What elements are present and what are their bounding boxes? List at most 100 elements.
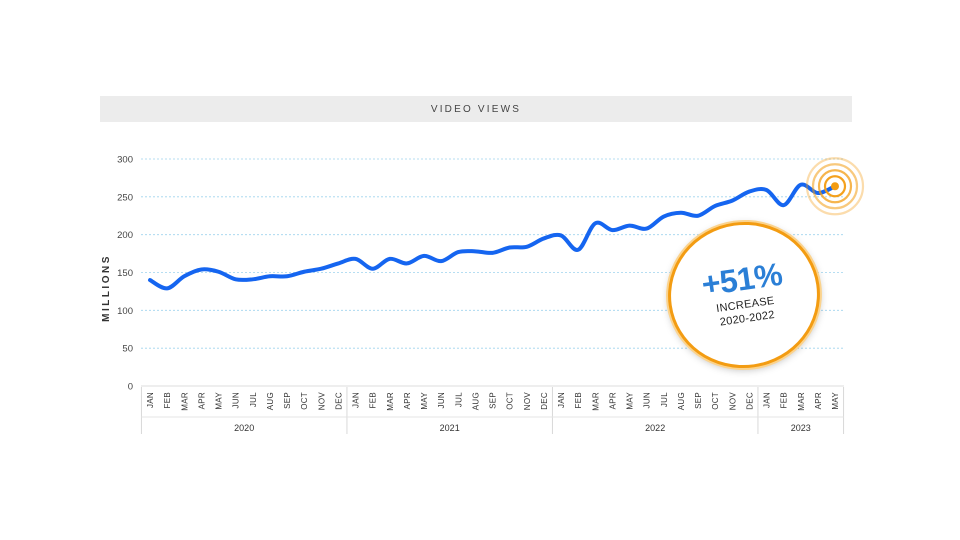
- data-point: [559, 233, 563, 237]
- x-tick-label: JUN: [437, 392, 446, 408]
- x-tick-label: APR: [403, 392, 412, 409]
- x-tick-label: NOV: [728, 392, 737, 411]
- x-tick-label: MAR: [797, 392, 806, 411]
- x-tick-label: MAR: [591, 392, 600, 411]
- data-point: [713, 204, 717, 208]
- data-point: [645, 227, 649, 231]
- y-tick-label: 300: [117, 155, 133, 166]
- data-point: [319, 267, 323, 271]
- x-tick-label: MAY: [420, 392, 429, 410]
- data-point: [405, 261, 409, 265]
- data-point: [165, 286, 169, 290]
- data-point: [747, 190, 751, 194]
- year-label: 2021: [440, 423, 460, 433]
- data-point: [268, 274, 272, 278]
- x-tick-label: JAN: [352, 392, 361, 408]
- chart-title-bar: VIDEO VIEWS: [100, 96, 852, 122]
- data-point: [388, 257, 392, 261]
- data-point: [662, 215, 666, 219]
- x-tick-label: MAY: [831, 392, 840, 410]
- data-point: [799, 183, 803, 187]
- x-tick-label: APR: [608, 392, 617, 409]
- data-point: [593, 221, 597, 225]
- data-point: [285, 274, 289, 278]
- x-tick-label: FEB: [163, 392, 172, 408]
- x-tick-label: AUG: [266, 392, 275, 410]
- x-tick-label: JAN: [557, 392, 566, 408]
- data-point: [422, 254, 426, 258]
- data-point: [234, 277, 238, 281]
- latest-point-pulse-icon: [805, 157, 865, 216]
- data-point: [302, 270, 306, 274]
- y-tick-label: 200: [117, 230, 133, 241]
- x-tick-label: JUN: [643, 392, 652, 408]
- pulse-center: [831, 182, 839, 191]
- y-tick-label: 100: [117, 306, 133, 317]
- data-point: [525, 245, 529, 249]
- data-point: [576, 248, 580, 252]
- x-tick-label: JUN: [232, 392, 241, 408]
- x-tick-label: APR: [197, 392, 206, 409]
- data-point: [473, 249, 477, 253]
- x-tick-label: MAR: [180, 392, 189, 411]
- x-tick-label: JAN: [763, 392, 772, 408]
- x-tick-label: JUL: [249, 392, 258, 407]
- data-point: [371, 267, 375, 271]
- pulse-ring: [817, 169, 853, 204]
- data-point: [696, 214, 700, 218]
- x-tick-label: MAY: [626, 392, 635, 410]
- pulse-ring: [823, 175, 847, 198]
- pulse-ring: [805, 157, 865, 216]
- data-point: [491, 251, 495, 255]
- x-tick-label: SEP: [489, 392, 498, 409]
- chart-title: VIDEO VIEWS: [430, 103, 522, 115]
- x-tick-label: SEP: [694, 392, 703, 409]
- x-tick-label: JUL: [454, 392, 463, 407]
- x-tick-label: FEB: [369, 392, 378, 408]
- data-point: [456, 250, 460, 254]
- x-tick-label: NOV: [317, 392, 326, 411]
- x-tick-label: JAN: [146, 392, 155, 408]
- data-point: [730, 199, 734, 203]
- x-tick-label: NOV: [523, 392, 532, 411]
- data-point: [679, 211, 683, 215]
- data-point: [765, 188, 769, 192]
- data-point: [199, 267, 203, 271]
- data-point: [782, 203, 786, 207]
- data-point: [336, 261, 340, 265]
- x-tick-label: SEP: [283, 392, 292, 409]
- data-point: [251, 277, 255, 281]
- x-tick-label: MAY: [215, 392, 224, 410]
- x-tick-label: AUG: [471, 392, 480, 410]
- data-point: [542, 236, 546, 240]
- data-point: [628, 224, 632, 228]
- y-tick-label: 0: [128, 382, 133, 393]
- y-tick-label: 150: [117, 268, 133, 279]
- x-tick-label: MAR: [386, 392, 395, 411]
- y-tick-label: 50: [122, 344, 133, 355]
- x-tick-label: JUL: [660, 392, 669, 407]
- data-point: [148, 278, 152, 282]
- x-tick-label: AUG: [677, 392, 686, 410]
- x-tick-label: DEC: [745, 392, 754, 410]
- x-axis: JAN FEB MAR APR MAY JUN JUL AUG SEP OCT NOV DEC JAN F…: [140, 385, 845, 434]
- y-axis-ticks: 0 50 100 150 200 250 300: [117, 155, 133, 393]
- x-tick-label: OCT: [711, 392, 720, 410]
- y-axis-label: MILLIONS: [101, 254, 112, 322]
- year-label: 2022: [645, 423, 665, 433]
- series-line: [148, 182, 837, 291]
- x-tick-label: OCT: [506, 392, 515, 410]
- x-tick-label: FEB: [574, 392, 583, 408]
- x-tick-label: DEC: [334, 392, 343, 410]
- x-tick-label: DEC: [540, 392, 549, 410]
- data-point: [182, 274, 186, 278]
- x-tick-label: APR: [814, 392, 823, 409]
- y-tick-label: 250: [117, 192, 133, 203]
- x-tick-label: FEB: [780, 392, 789, 408]
- data-point: [610, 228, 614, 232]
- data-point: [354, 257, 358, 261]
- data-point: [217, 270, 221, 274]
- year-label: 2023: [791, 423, 811, 433]
- x-tick-label: OCT: [300, 392, 309, 410]
- pulse-ring: [811, 163, 859, 210]
